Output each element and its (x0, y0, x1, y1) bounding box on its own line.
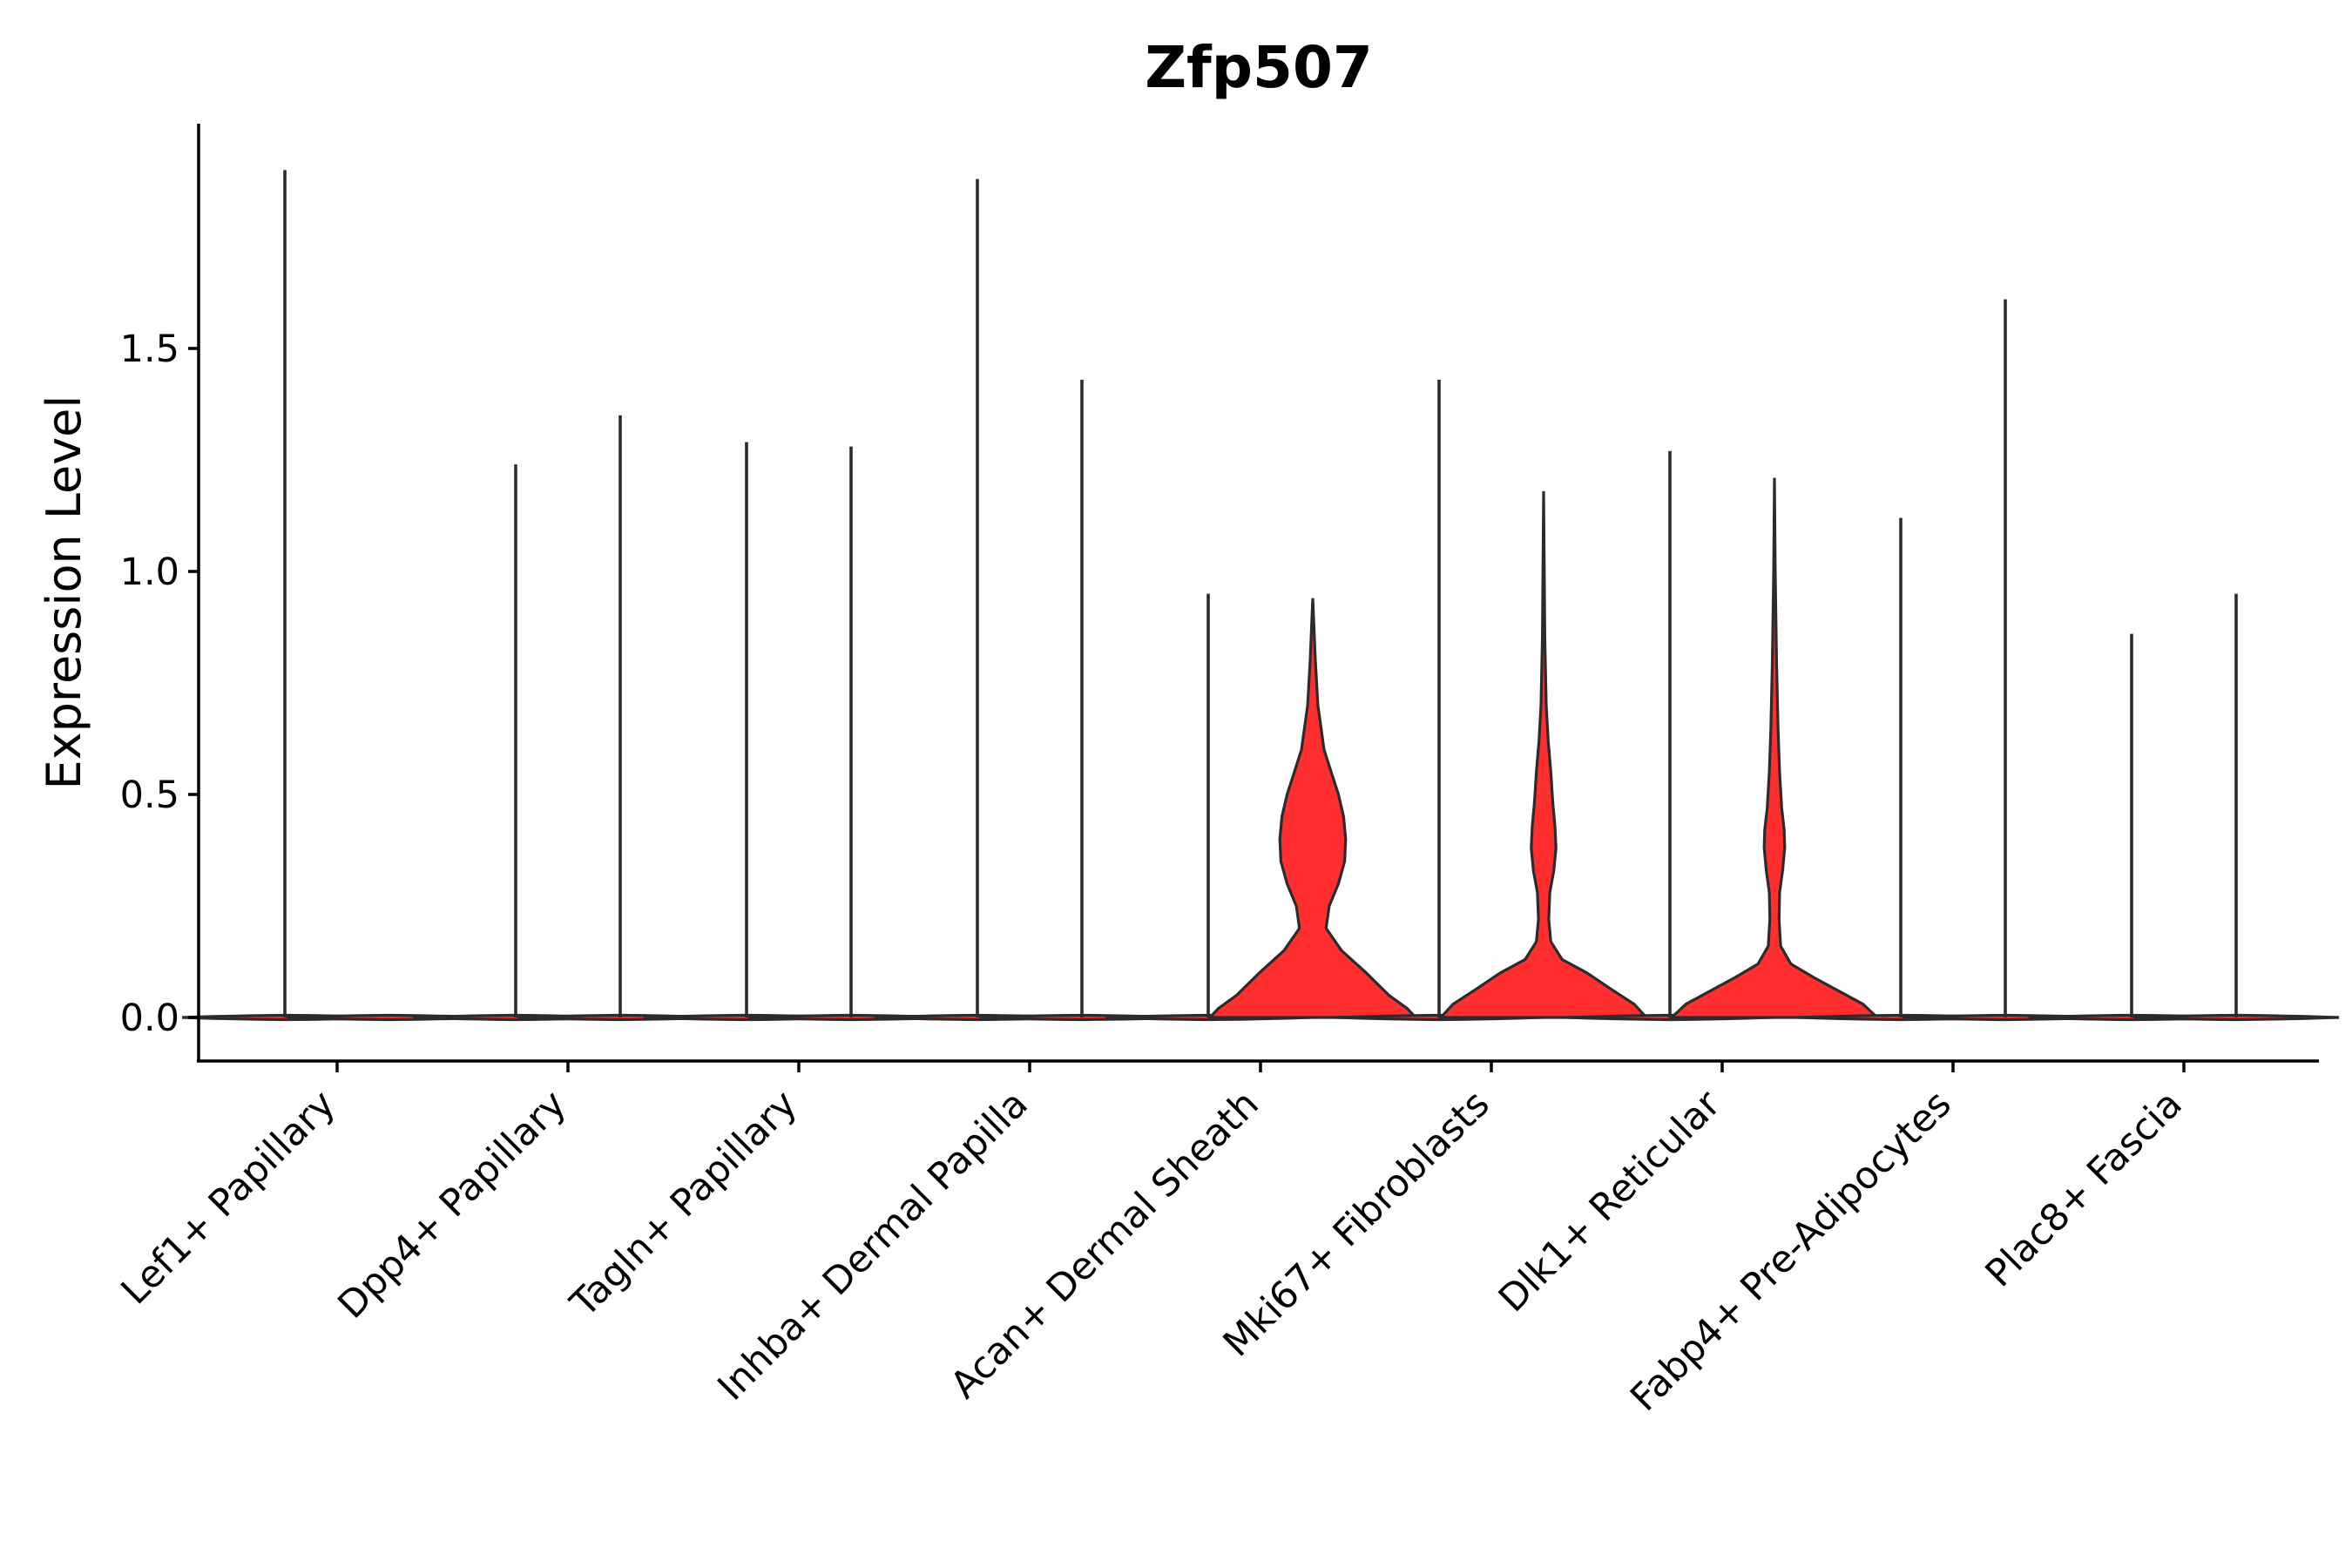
y-tick-label: 0.5 (120, 774, 179, 817)
y-axis-label: Expression Level (37, 395, 91, 790)
x-tick-label: Plac8+ Fascia (1977, 1082, 2191, 1295)
y-tick-label: 1.0 (120, 551, 179, 594)
violin-shape (1667, 477, 1882, 1019)
y-tick-label: 1.5 (120, 328, 179, 371)
x-tick-label: Dlk1+ Reticular (1490, 1082, 1729, 1321)
x-tick-label: Mki67+ Fibroblasts (1215, 1082, 1498, 1365)
x-tick-label: Tagln+ Papillary (562, 1082, 806, 1326)
chart-title: Zfp507 (1145, 34, 1373, 101)
violin-shape (1206, 598, 1419, 1019)
violin-layer (181, 170, 2340, 1022)
x-tick-label: Lef1+ Papillary (113, 1082, 344, 1313)
x-tick-label: Dpp4+ Papillary (330, 1082, 575, 1327)
y-ticks: 0.0 0.5 1.0 1.5 (120, 328, 199, 1040)
axes-layer (197, 124, 2319, 1063)
y-tick-label: 0.0 (120, 997, 179, 1040)
violin-shape (1437, 490, 1650, 1019)
